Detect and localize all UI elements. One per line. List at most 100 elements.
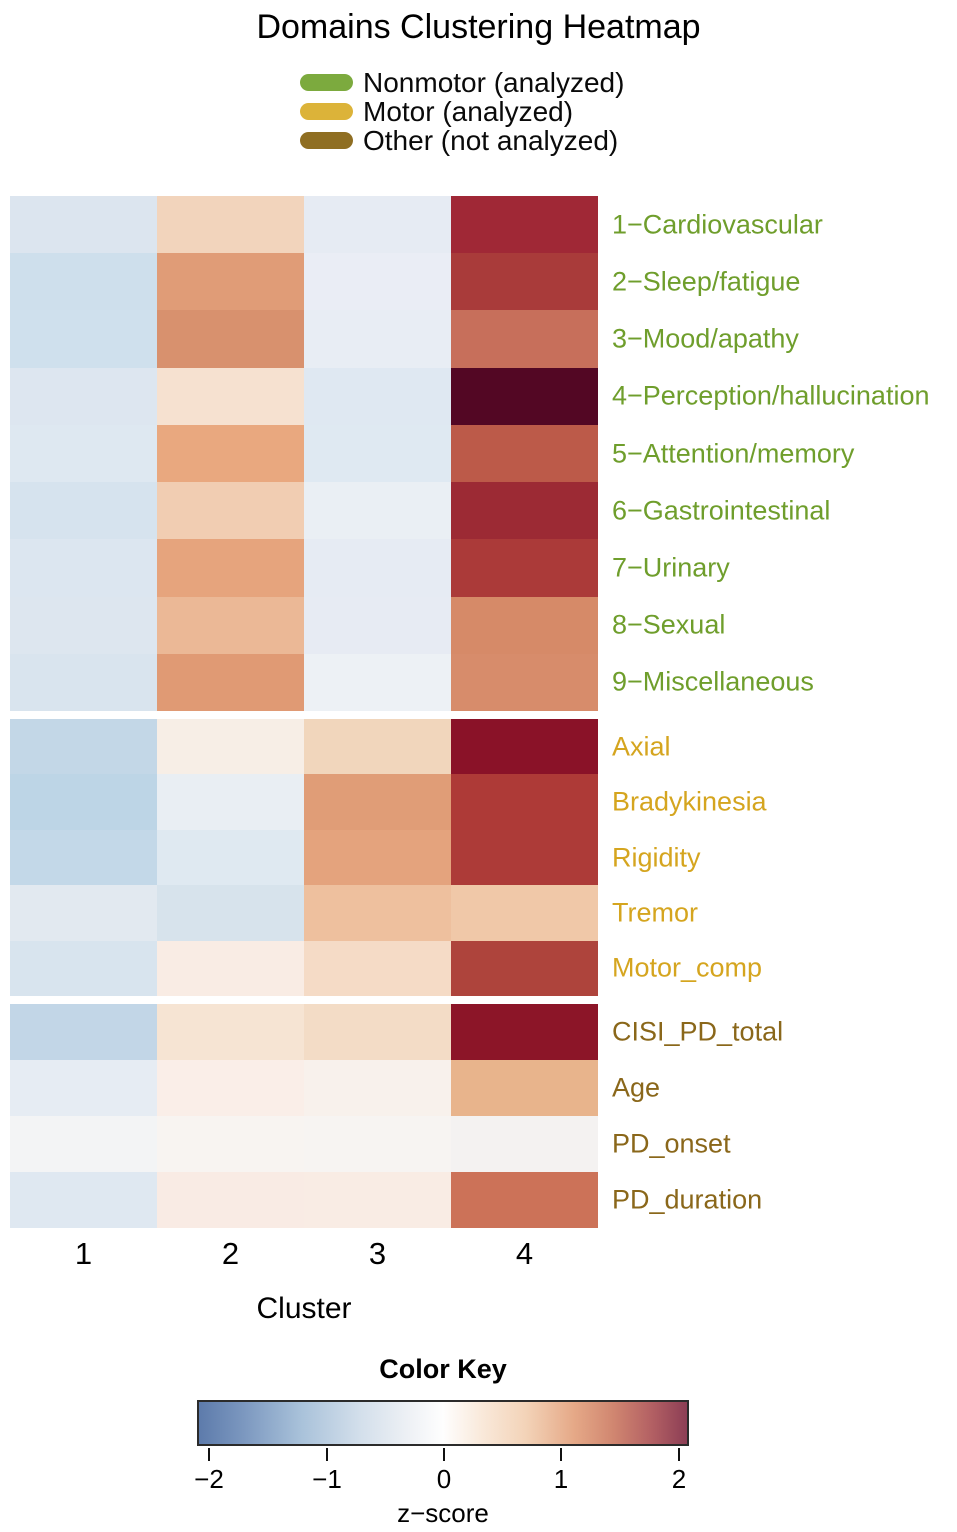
- legend-label: Motor (analyzed): [363, 96, 574, 127]
- heatmap-cell: [451, 367, 598, 425]
- figure-title: Domains Clustering Heatmap: [256, 8, 701, 46]
- row-label: PD_onset: [612, 1128, 731, 1159]
- colorkey-tick: [326, 1448, 328, 1461]
- heatmap-cell: [451, 196, 598, 254]
- heatmap-cell: [10, 829, 157, 886]
- heatmap-cell: [10, 653, 157, 711]
- heatmap-cell: [304, 829, 451, 886]
- row-label: Bradykinesia: [612, 786, 767, 817]
- row-labels: 1−Cardiovascular 2−Sleep/fatigue 3−Mood/ap…: [612, 196, 957, 1228]
- heatmap-cell: [451, 1116, 598, 1172]
- legend-label: Nonmotor (analyzed): [363, 67, 625, 98]
- colorkey-axis-label: z−score: [397, 1498, 489, 1528]
- x-tick-label: 1: [74, 1236, 93, 1271]
- heatmap-cell: [157, 424, 304, 483]
- heatmap-cell: [304, 596, 451, 654]
- heatmap-cell: [157, 310, 304, 368]
- heatmap-cell: [157, 653, 304, 711]
- row-label: PD_duration: [612, 1184, 763, 1215]
- heatmap-cell: [157, 1004, 304, 1060]
- heatmap-cell: [10, 539, 157, 597]
- heatmap-cell: [304, 539, 451, 597]
- heatmap-cell: [304, 1116, 451, 1172]
- heatmap-cell: [451, 1060, 598, 1116]
- legend-item-motor: Motor (analyzed): [300, 97, 624, 126]
- heatmap-cell: [10, 1172, 157, 1228]
- heatmap-cell: [304, 253, 451, 311]
- heatmap-cell: [157, 482, 304, 540]
- heatmap-cell: [157, 1060, 304, 1116]
- heatmap-group-other: [10, 1004, 598, 1228]
- heatmap-cell: [304, 940, 451, 996]
- heatmap-cell: [10, 482, 157, 540]
- heatmap-cell: [10, 940, 157, 996]
- row-label: 2−Sleep/fatigue: [612, 266, 801, 297]
- heatmap-cell: [451, 829, 598, 886]
- colorkey-tick: [208, 1448, 210, 1461]
- heatmap-cell: [451, 1004, 598, 1060]
- legend-label: Other (not analyzed): [363, 125, 619, 156]
- heatmap-cell: [451, 253, 598, 311]
- heatmap-cell: [451, 940, 598, 996]
- heatmap-cell: [304, 310, 451, 368]
- row-label: CISI_PD_total: [612, 1016, 784, 1047]
- row-label: Rigidity: [612, 842, 701, 872]
- heatmap-cell: [10, 596, 157, 654]
- row-label: 9−Miscellaneous: [612, 666, 814, 697]
- heatmap-grid: [10, 196, 598, 1228]
- heatmap-cell: [451, 719, 598, 775]
- heatmap-cell: [10, 719, 157, 775]
- heatmap-cell: [451, 310, 598, 368]
- heatmap-cell: [451, 424, 598, 483]
- heatmap-cell: [10, 1116, 157, 1172]
- legend-item-nonmotor: Nonmotor (analyzed): [300, 68, 624, 97]
- heatmap-cell: [10, 196, 157, 254]
- motor-swatch-icon: [300, 103, 353, 120]
- heatmap-cell: [304, 719, 451, 775]
- row-label: 8−Sexual: [612, 609, 726, 640]
- legend-item-other: Other (not analyzed): [300, 126, 624, 155]
- heatmap-group-nonmotor: [10, 196, 598, 711]
- heatmap-cell: [157, 719, 304, 775]
- x-tick-label: 4: [515, 1236, 534, 1271]
- colorkey-tick-label: −2: [194, 1464, 224, 1494]
- heatmap-cell: [157, 940, 304, 996]
- x-axis-tick-labels: 1 2 3 4: [10, 1236, 598, 1272]
- row-label: 1−Cardiovascular: [612, 209, 823, 240]
- heatmap-cell: [304, 885, 451, 941]
- heatmap-cell: [304, 424, 451, 483]
- heatmap-cell: [304, 653, 451, 711]
- heatmap-cell: [157, 253, 304, 311]
- colorkey-tick-label: 2: [671, 1464, 687, 1494]
- row-label: Age: [612, 1072, 661, 1103]
- heatmap-cell: [451, 482, 598, 540]
- heatmap-cell: [157, 885, 304, 941]
- heatmap-cell: [451, 1172, 598, 1228]
- colorkey-title: Color Key: [379, 1354, 507, 1384]
- heatmap-cell: [10, 310, 157, 368]
- row-label: Tremor: [612, 897, 698, 928]
- heatmap-cell: [157, 367, 304, 425]
- nonmotor-swatch-icon: [300, 74, 353, 91]
- group-legend: Nonmotor (analyzed) Motor (analyzed) Oth…: [300, 68, 624, 155]
- row-label: Axial: [612, 731, 671, 762]
- colorkey-gradient-bar: [197, 1400, 689, 1446]
- heatmap-cell: [304, 482, 451, 540]
- heatmap-cell: [157, 1172, 304, 1228]
- heatmap-cell: [10, 885, 157, 941]
- colorkey-tick-label: 1: [553, 1464, 569, 1494]
- row-label: 7−Urinary: [612, 552, 730, 583]
- heatmap-cell: [304, 196, 451, 254]
- heatmap-cell: [451, 596, 598, 654]
- heatmap-cell: [157, 829, 304, 886]
- heatmap-cell: [10, 367, 157, 425]
- heatmap-cell: [157, 539, 304, 597]
- x-tick-label: 3: [368, 1236, 387, 1271]
- heatmap-cell: [10, 424, 157, 483]
- heatmap-cell: [451, 539, 598, 597]
- colorkey-tick-label: −1: [312, 1464, 342, 1494]
- row-label: 4−Perception/hallucination: [612, 380, 930, 411]
- row-label: 6−Gastrointestinal: [612, 495, 831, 526]
- heatmap-cell: [304, 774, 451, 830]
